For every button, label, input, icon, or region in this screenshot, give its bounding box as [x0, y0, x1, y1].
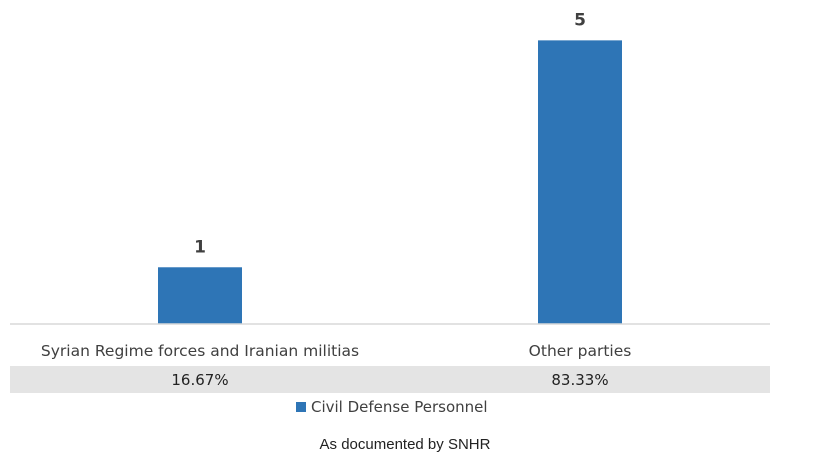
percentage-row: 16.67% 83.33% — [171, 371, 608, 389]
legend: Civil Defense Personnel — [296, 398, 488, 416]
percentage-other-parties: 83.33% — [551, 371, 608, 389]
bar-other-parties — [538, 40, 622, 324]
bars-layer — [158, 40, 622, 324]
percentage-row-background — [10, 366, 770, 393]
labels-layer: 1 Syrian Regime forces and Iranian militi… — [41, 10, 631, 360]
legend-swatch — [296, 402, 306, 412]
footnote: As documented by SNHR — [320, 436, 491, 453]
category-label-other-parties: Other parties — [529, 342, 632, 360]
category-label-syrian-regime-forces-and-iranian-militias: Syrian Regime forces and Iranian militia… — [41, 342, 359, 360]
bar-syrian-regime-forces-and-iranian-militias — [158, 267, 242, 324]
percentage-syrian-regime-forces-and-iranian-militias: 16.67% — [171, 371, 228, 389]
data-label-other-parties: 5 — [574, 10, 586, 30]
legend-label: Civil Defense Personnel — [311, 398, 488, 416]
data-label-syrian-regime-forces-and-iranian-militias: 1 — [194, 237, 206, 257]
